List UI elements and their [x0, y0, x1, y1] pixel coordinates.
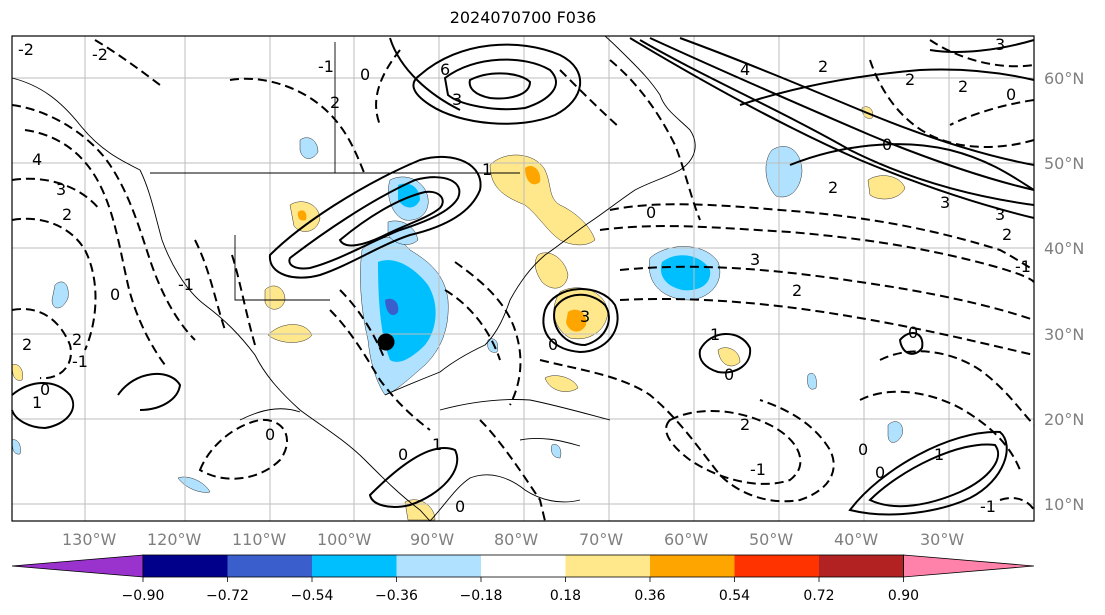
contour-label: -1	[980, 497, 996, 516]
contour-label: 0	[724, 365, 734, 384]
contour-label: 3	[750, 250, 760, 269]
contour-label: 0	[360, 65, 370, 84]
contour-label: 2	[958, 77, 968, 96]
lat-label-60n: 60°N	[1044, 69, 1084, 88]
contour-label: -2	[18, 40, 34, 59]
lat-label-20n: 20°N	[1044, 410, 1084, 429]
colorbar-segment	[312, 555, 397, 577]
contour-label: 0	[455, 497, 465, 516]
longitude-labels: 130°W 120°W 110°W 100°W 90°W 80°W 70°W 6…	[62, 530, 964, 549]
contour-label: 2	[330, 93, 340, 112]
contour-lines	[11, 37, 1035, 522]
contour-label: 2	[792, 281, 802, 300]
contour-label: 1	[934, 445, 944, 464]
lon-label-70w: 70°W	[579, 530, 623, 549]
contour-label: 0	[398, 445, 408, 464]
contour-label: 2	[828, 178, 838, 197]
latitude-labels: 60°N 50°N 40°N 30°N 20°N 10°N	[1044, 69, 1084, 514]
storm-marker-dot	[377, 333, 395, 351]
contour-label: 3	[56, 180, 66, 199]
contour-label: 6	[440, 60, 450, 79]
colorbar-tick-label: 0.54	[719, 588, 750, 604]
contour-label: -1	[72, 352, 88, 371]
colorbar-tick-label: −0.90	[122, 588, 165, 604]
contour-label: 3	[452, 90, 462, 109]
colorbar-tick-label: −0.54	[291, 588, 334, 604]
colorbar-tick-label: 0.18	[550, 588, 581, 604]
contour-label: 4	[740, 60, 750, 79]
contour-label: 3	[940, 193, 950, 212]
contour-label: 3	[580, 307, 590, 326]
lon-label-50w: 50°W	[749, 530, 793, 549]
lat-label-40n: 40°N	[1044, 239, 1084, 258]
contour-label: 2	[72, 330, 82, 349]
colorbar-segment	[227, 555, 312, 577]
contour-label: 2	[1002, 225, 1012, 244]
colorbar-segment	[734, 555, 819, 577]
contour-label: 0	[1006, 85, 1016, 104]
lon-label-60w: 60°W	[664, 530, 708, 549]
figure-title: 2024070700 F036	[449, 8, 597, 27]
contour-label: 3	[995, 205, 1005, 224]
contour-label: 1	[32, 393, 42, 412]
colorbar-tick-label: 0.90	[888, 588, 919, 604]
lon-label-110w: 110°W	[232, 530, 287, 549]
lon-label-30w: 30°W	[920, 530, 964, 549]
colorbar-tick-label: 0.36	[634, 588, 665, 604]
colorbar-segment	[396, 555, 481, 577]
contour-label: 2	[62, 205, 72, 224]
colorbar-extend-low	[11, 554, 144, 578]
lat-label-10n: 10°N	[1044, 495, 1084, 514]
contour-label: 0	[646, 203, 656, 222]
contour-label: 1	[482, 160, 492, 179]
contour-label: 3	[995, 35, 1005, 54]
lon-label-40w: 40°W	[834, 530, 878, 549]
contour-label: -1	[318, 57, 334, 76]
contour-label: -1	[178, 275, 194, 294]
colorbar-segment	[650, 555, 735, 577]
colorbar-segment	[143, 555, 228, 577]
contour-label: 2	[740, 415, 750, 434]
lat-label-30n: 30°N	[1044, 325, 1084, 344]
colorbar-tick-label: 0.72	[803, 588, 834, 604]
contour-label: -2	[92, 45, 108, 64]
contour-label: 2	[22, 335, 32, 354]
contour-label: 1	[432, 435, 442, 454]
contour-label: 1	[710, 325, 720, 344]
contour-label: 0	[858, 440, 868, 459]
colorbar-segment	[565, 555, 650, 577]
colorbar-tick-label: −0.36	[375, 588, 418, 604]
contour-label: 4	[32, 150, 42, 169]
contour-label: 0	[875, 463, 885, 482]
colorbar-tick-label: −0.18	[460, 588, 503, 604]
lon-label-90w: 90°W	[410, 530, 454, 549]
lon-label-130w: 130°W	[62, 530, 117, 549]
coastlines	[11, 35, 696, 522]
map-gridlines	[12, 36, 1034, 521]
colorbar-tick-label: −0.72	[206, 588, 249, 604]
lat-label-50n: 50°N	[1044, 154, 1084, 173]
contour-label: 0	[40, 380, 50, 399]
contour-label: -1	[1015, 257, 1031, 276]
contour-label: 0	[882, 135, 892, 154]
contour-label: 0	[265, 425, 275, 444]
contour-label: 0	[110, 285, 120, 304]
lon-label-100w: 100°W	[317, 530, 372, 549]
lon-label-120w: 120°W	[147, 530, 202, 549]
contour-label: -1	[750, 460, 766, 479]
contour-label: 0	[548, 335, 558, 354]
lon-label-80w: 80°W	[494, 530, 538, 549]
colorbar-segment	[819, 555, 904, 577]
colorbar-extend-high	[903, 554, 1035, 578]
map-frame	[11, 35, 1035, 522]
contour-label: 0	[908, 323, 918, 342]
colorbar: −0.90 −0.72 −0.54 −0.36 −0.18 0.18 0.36 …	[11, 554, 1035, 604]
contour-label: 2	[818, 57, 828, 76]
contour-label: 2	[905, 70, 915, 89]
colorbar-segment	[481, 555, 566, 577]
contour-label-group: -2 -2 -1 0 2 6 3 4 2 2 3 0 2 0 2 3 3 2 -…	[18, 35, 1031, 516]
